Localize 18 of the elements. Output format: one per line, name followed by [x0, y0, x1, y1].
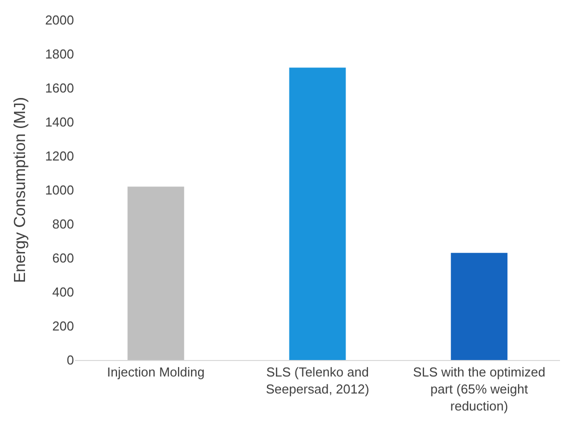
y-tick-label: 1400 — [45, 114, 74, 130]
x-tick-label: Injection Molding — [107, 364, 205, 380]
y-tick-label: 200 — [52, 318, 74, 334]
y-tick-label: 400 — [52, 284, 74, 300]
y-tick-label: 1600 — [45, 80, 74, 96]
y-tick-label: 1000 — [45, 182, 74, 198]
y-axis-title: Energy Consumption (MJ) — [12, 97, 29, 283]
x-tick-label: SLS (Telenko and Seepersad, 2012) — [266, 364, 370, 396]
bar — [450, 252, 508, 360]
y-tick-label: 600 — [52, 250, 74, 266]
y-tick-label: 2000 — [45, 12, 74, 28]
y-tick-label: 1200 — [45, 148, 74, 164]
bar — [289, 68, 346, 360]
x-tick-label: SLS with the optimized part (65% weight reduction) — [413, 364, 546, 414]
y-tick-label: 0 — [66, 352, 74, 368]
y-tick-label: 800 — [52, 216, 74, 232]
bar — [128, 186, 184, 360]
y-tick-label: 1800 — [45, 46, 74, 62]
